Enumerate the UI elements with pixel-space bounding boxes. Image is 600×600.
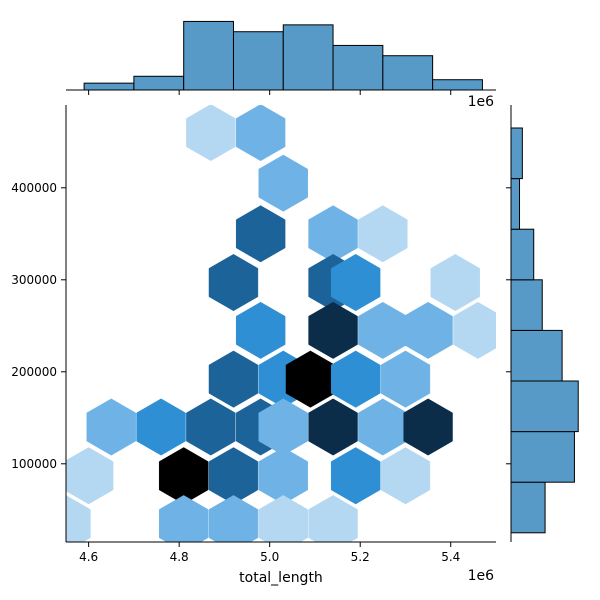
x-tick-label: 5.4 [441, 550, 460, 564]
hexbin-cell-14 [403, 301, 453, 359]
hexbin-cell-6 [358, 205, 408, 263]
top-histogram-bar [382, 55, 434, 91]
x-offset-label: 1e6 [468, 568, 495, 584]
x-axis-label: total_length [239, 570, 323, 586]
hexbin-cell-11 [235, 301, 286, 359]
hexbin-cell-1 [186, 105, 236, 162]
hexbin-cell-7 [208, 254, 259, 312]
top-offset-label: 1e6 [468, 94, 495, 110]
right-histogram-bar [510, 329, 563, 382]
hexbin-layer [66, 105, 496, 542]
right-histogram-bar [510, 481, 546, 534]
top-histogram-bar [432, 79, 483, 91]
top-histogram-bar [133, 75, 185, 91]
x-tick-label: 5.2 [351, 550, 370, 564]
top-histogram-bar [332, 44, 384, 91]
hexbin-cell-34 [380, 447, 431, 505]
right-marginal-ticks [506, 187, 511, 465]
right-histogram-bar [510, 178, 521, 230]
hexbin-cell-35 [66, 495, 91, 542]
hexbin-cell-39 [308, 495, 358, 542]
top-histogram [83, 20, 483, 91]
y-tick-label: 100000 [11, 457, 57, 471]
hexbin-cell-15 [453, 301, 496, 359]
hexbin-cell-13 [358, 301, 408, 359]
hexbin-cell-4 [235, 205, 286, 263]
hexbin-cell-5 [308, 205, 358, 263]
top-histogram-bar [183, 20, 234, 91]
x-tick-label: 4.8 [170, 550, 189, 564]
hexbin-cell-23 [186, 398, 236, 456]
hexbin-cell-38 [258, 495, 308, 542]
top-marginal-plot: 1e6 [66, 20, 496, 110]
x-tick-label: 5.0 [260, 550, 279, 564]
main-plot: 4.6 4.8 5.0 5.2 5.4 100000 200000 300000 400000… [11, 105, 496, 586]
y-axis-ticks: 100000 200000 300000 400000 [11, 181, 66, 471]
top-marginal-ticks [88, 90, 452, 95]
hexbin-cell-20 [380, 350, 431, 408]
hexbin-cell-3 [258, 154, 308, 212]
right-histogram-bar [510, 279, 543, 331]
x-tick-label: 4.6 [79, 550, 98, 564]
hexbin-cell-12 [308, 301, 358, 359]
hexbin-cell-22 [136, 398, 186, 456]
right-histogram-bar [510, 380, 579, 433]
x-axis-ticks: 4.6 4.8 5.0 5.2 5.4 [79, 542, 460, 564]
top-histogram-bar [232, 31, 284, 91]
hexbin-cell-26 [308, 398, 358, 456]
hexbin-cell-28 [403, 398, 453, 456]
right-histogram-bar [510, 431, 575, 483]
y-tick-label: 400000 [11, 181, 57, 195]
hexbin-cell-33 [330, 447, 381, 505]
right-histogram [510, 127, 579, 534]
right-marginal-plot [506, 105, 579, 542]
hexbin-cell-27 [358, 398, 408, 456]
top-histogram-bar [282, 24, 334, 91]
hexbin-cell-9 [330, 254, 381, 312]
hexbin-cell-2 [235, 105, 286, 162]
hexbin-cell-36 [158, 495, 209, 542]
y-tick-label: 300000 [11, 273, 57, 287]
hexbin-cell-10 [430, 254, 480, 312]
top-histogram-bar [83, 82, 135, 91]
y-tick-label: 200000 [11, 365, 57, 379]
hexbin-cell-19 [330, 350, 381, 408]
hexbin-cell-21 [86, 398, 136, 456]
hexbin-cell-16 [208, 350, 259, 408]
right-histogram-bar [510, 228, 535, 281]
right-histogram-bar [510, 127, 523, 180]
hexbin-cell-37 [208, 495, 259, 542]
hexbin-cell-29 [66, 447, 114, 505]
